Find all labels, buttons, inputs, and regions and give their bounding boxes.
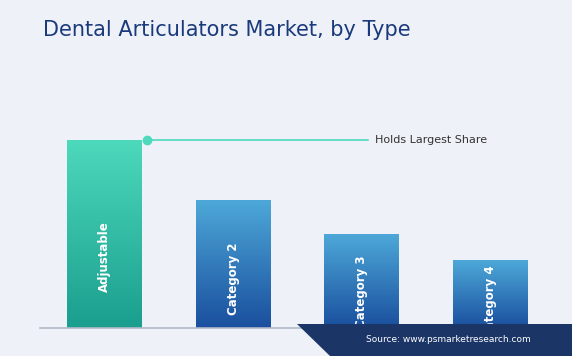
Text: Category 4: Category 4 (484, 266, 497, 338)
Text: Category 2: Category 2 (227, 243, 240, 315)
Text: Category 3: Category 3 (355, 256, 368, 328)
Text: Holds Largest Share: Holds Largest Share (375, 136, 487, 146)
Text: Dental Articulators Market, by Type: Dental Articulators Market, by Type (43, 20, 411, 40)
Text: Adjustable: Adjustable (98, 221, 111, 292)
Text: Source: www.psmarketresearch.com: Source: www.psmarketresearch.com (366, 335, 531, 345)
Polygon shape (297, 324, 572, 356)
